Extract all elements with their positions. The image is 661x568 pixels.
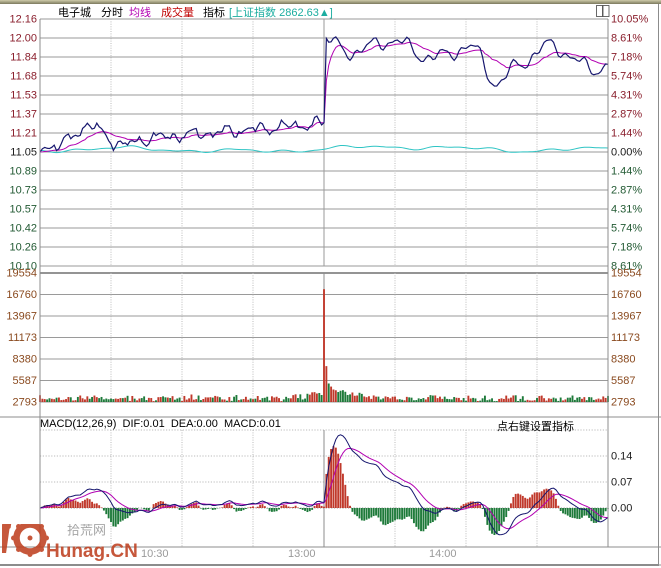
svg-text:2793: 2793 <box>13 397 37 409</box>
svg-text:Hunag.CN: Hunag.CN <box>46 541 138 562</box>
svg-text:5587: 5587 <box>13 375 37 387</box>
svg-text:11.05: 11.05 <box>10 147 37 159</box>
svg-text:0.00%: 0.00% <box>611 147 642 159</box>
svg-text:11.53: 11.53 <box>10 90 37 102</box>
svg-text:5.74%: 5.74% <box>611 71 642 83</box>
svg-text:7.18%: 7.18% <box>611 52 642 64</box>
svg-text:2793: 2793 <box>611 397 635 409</box>
svg-text:1.44%: 1.44% <box>611 128 642 140</box>
svg-text:10.05%: 10.05% <box>611 14 649 26</box>
svg-text:10.57: 10.57 <box>9 204 37 216</box>
svg-text:0.14: 0.14 <box>611 451 632 463</box>
svg-text:4.31%: 4.31% <box>611 90 642 102</box>
svg-text:11.37: 11.37 <box>10 109 37 121</box>
svg-text:10.42: 10.42 <box>9 223 37 235</box>
svg-text:19554: 19554 <box>611 268 642 280</box>
svg-text:16760: 16760 <box>611 289 642 301</box>
svg-text:4.31%: 4.31% <box>611 204 642 216</box>
svg-text:16760: 16760 <box>6 289 37 301</box>
svg-text:11.21: 11.21 <box>10 128 37 140</box>
svg-text:0.07: 0.07 <box>611 477 632 489</box>
svg-text:拾荒网: 拾荒网 <box>67 524 106 538</box>
svg-text:11173: 11173 <box>8 332 37 344</box>
svg-text:0.00: 0.00 <box>611 503 632 515</box>
svg-text:10.26: 10.26 <box>9 242 37 254</box>
svg-text:19554: 19554 <box>6 268 37 280</box>
svg-text:2.87%: 2.87% <box>611 185 642 197</box>
svg-text:12.16: 12.16 <box>9 14 37 26</box>
svg-text:11.84: 11.84 <box>10 52 37 64</box>
svg-text:11.68: 11.68 <box>10 71 37 83</box>
svg-text:13967: 13967 <box>611 311 642 323</box>
svg-text:12.00: 12.00 <box>9 33 37 45</box>
svg-text:10.73: 10.73 <box>9 185 37 197</box>
svg-text:5.74%: 5.74% <box>611 223 642 235</box>
svg-text:1.44%: 1.44% <box>611 166 642 178</box>
svg-text:10.89: 10.89 <box>9 166 37 178</box>
svg-text:8380: 8380 <box>13 354 37 366</box>
svg-text:7.18%: 7.18% <box>611 242 642 254</box>
svg-text:8380: 8380 <box>611 354 635 366</box>
svg-text:13967: 13967 <box>6 311 37 323</box>
svg-text:11173: 11173 <box>611 332 640 344</box>
svg-text:5587: 5587 <box>611 375 635 387</box>
svg-text:2.87%: 2.87% <box>611 109 642 121</box>
svg-text:8.61%: 8.61% <box>611 33 642 45</box>
